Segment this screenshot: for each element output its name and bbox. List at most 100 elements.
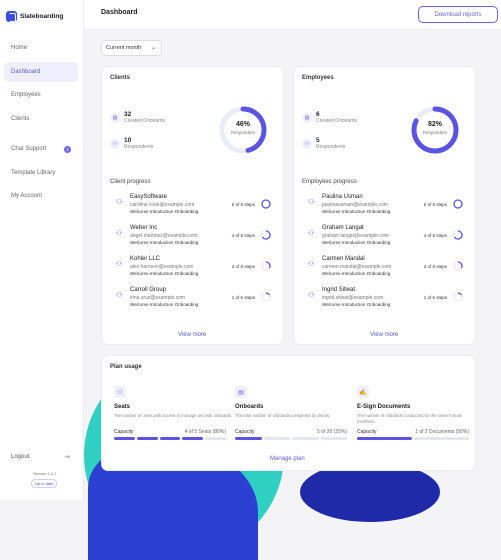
progress-row[interactable]: ⚇ EasySoftware caroline.cook@example.com We… bbox=[110, 193, 275, 223]
progress-row[interactable]: ⚇ Paulina Usman paulinausman@example.com We… bbox=[302, 193, 467, 223]
period-select-value: Current month bbox=[106, 45, 142, 51]
logout-icon[interactable]: ⇥ bbox=[64, 454, 70, 461]
stat-label: Created Onboards bbox=[124, 118, 166, 124]
row-workflow: Welcome Introduction Onboarding bbox=[130, 240, 199, 245]
row-email: angel.martinez@example.com bbox=[130, 233, 198, 239]
row-workflow: Welcome Introduction Onboarding bbox=[322, 302, 391, 307]
capacity-value: 5 of 20 (25%) bbox=[316, 429, 347, 435]
step-progress-ring-icon bbox=[453, 230, 463, 240]
clients-card: Clients ▤ 32 Created Onboards ⚇ 10 Respond… bbox=[101, 66, 284, 345]
user-icon: ⚇ bbox=[308, 199, 315, 206]
sidebar-item-dashboard[interactable]: Dashboard bbox=[4, 61, 78, 82]
plan-item-description: The number of users with access to manag… bbox=[114, 413, 233, 418]
clients-respondents-stat: ⚇ 10 Respondents bbox=[110, 137, 153, 150]
row-steps: 4 of 6 steps bbox=[423, 233, 447, 238]
sidebar-item-label: Home bbox=[11, 45, 28, 51]
progress-row[interactable]: ⚇ Graham Langat graham.langat@example.com W… bbox=[302, 224, 467, 254]
row-steps: 4 of 6 steps bbox=[231, 233, 255, 238]
capacity-label: Capacity bbox=[357, 429, 377, 435]
row-name: EasySoftware bbox=[130, 194, 168, 200]
capacity-segment bbox=[182, 437, 204, 440]
row-email: carmen.mandal@example.com bbox=[322, 264, 392, 270]
progress-row[interactable]: ⚇ Kohler LLC alex.harrison@example.com Welc… bbox=[110, 255, 275, 285]
chat-badge: 2 bbox=[64, 145, 71, 153]
row-steps: 2 of 6 steps bbox=[231, 264, 255, 269]
capacity-row: Capacity 4 of 5 Seats (80%) bbox=[114, 429, 226, 435]
row-name: Graham Langat bbox=[322, 225, 364, 231]
capacity-segment bbox=[114, 437, 135, 440]
user-icon: ⚇ bbox=[116, 199, 123, 206]
donut-label: Responders bbox=[230, 130, 256, 135]
user-icon: ⚇ bbox=[308, 292, 315, 299]
row-email: caroline.cook@example.com bbox=[130, 202, 195, 208]
clients-view-more-link[interactable]: View more bbox=[178, 332, 207, 338]
capacity-label: Capacity bbox=[114, 429, 134, 435]
donut-percent: 82% bbox=[427, 121, 442, 128]
row-steps: 6 of 6 steps bbox=[231, 202, 255, 207]
capacity-segment bbox=[320, 437, 347, 440]
stat-label: Respondents bbox=[124, 144, 154, 150]
logout-link[interactable]: Logout bbox=[11, 454, 30, 460]
sidebar-item-home[interactable]: Home bbox=[4, 38, 78, 58]
clients-donut: 46% Responders bbox=[218, 105, 268, 155]
brand[interactable]: Slateboarding bbox=[6, 11, 63, 22]
user-icon: ⚇ bbox=[116, 292, 123, 299]
signature-icon: ✍ bbox=[357, 386, 369, 398]
row-name: Carmen Mandal bbox=[322, 256, 365, 262]
row-email: alex.harrison@example.com bbox=[130, 264, 194, 270]
plan-item-title: Seats bbox=[114, 404, 131, 410]
capacity-bar bbox=[114, 437, 226, 440]
period-select[interactable]: Current month ⌄ bbox=[101, 40, 162, 56]
sidebar-item-template-library[interactable]: Template Library bbox=[4, 163, 78, 183]
capacity-label: Capacity bbox=[235, 429, 255, 435]
capacity-value: 1 of 2 Documents (50%) bbox=[415, 429, 469, 435]
download-reports-button[interactable]: Download reports bbox=[418, 6, 498, 23]
sidebar-item-chat-support[interactable]: Chat Support 2 bbox=[4, 139, 78, 159]
clients-card-title: Clients bbox=[110, 75, 131, 81]
sidebar: Slateboarding Home Dashboard Employees C… bbox=[0, 0, 84, 500]
manage-plan-link[interactable]: Manage plan bbox=[270, 456, 305, 462]
sidebar-item-label: Template Library bbox=[11, 169, 56, 176]
row-workflow: Welcome Introduction Onboarding bbox=[130, 209, 199, 214]
row-workflow: Welcome Introduction Onboarding bbox=[322, 240, 391, 245]
sidebar-item-my-account[interactable]: My Account bbox=[4, 186, 78, 206]
capacity-row: Capacity 1 of 2 Documents (50%) bbox=[357, 429, 469, 435]
sidebar-item-label: Chat Support bbox=[11, 146, 47, 152]
row-steps: 2 of 6 steps bbox=[423, 264, 447, 269]
progress-row[interactable]: ⚇ Carroll Group irina.cruz@example.com Welc… bbox=[110, 286, 275, 316]
sidebar-item-label: My Account bbox=[11, 193, 43, 199]
progress-row[interactable]: ⚇ Carmen Mandal carmen.mandal@example.com W… bbox=[302, 255, 467, 285]
stat-label: Created Onboards bbox=[316, 118, 358, 124]
sidebar-item-employees[interactable]: Employees bbox=[4, 85, 78, 105]
clients-onboards-stat: ▤ 32 Created Onboards bbox=[110, 111, 165, 124]
plan-item-description: The number of onboards conducted for the… bbox=[357, 413, 463, 424]
users-icon: ⚇ bbox=[302, 139, 312, 149]
progress-row[interactable]: ⚇ Ingrid Sitwat ingrid.sitwat@example.com W… bbox=[302, 286, 467, 316]
user-icon: ⚇ bbox=[308, 230, 315, 237]
logo-icon bbox=[6, 11, 17, 22]
progress-row[interactable]: ⚇ Weber Inc angel.martinez@example.com Welc… bbox=[110, 224, 275, 254]
capacity-segment bbox=[414, 437, 469, 440]
row-name: Paulina Usman bbox=[322, 194, 363, 200]
sidebar-item-clients[interactable]: Clients bbox=[4, 109, 78, 129]
row-workflow: Welcome Introduction Onboarding bbox=[322, 271, 391, 276]
row-email: graham.langat@example.com bbox=[322, 233, 389, 239]
capacity-bar bbox=[357, 437, 469, 440]
capacity-value: 4 of 5 Seats (80%) bbox=[184, 429, 226, 435]
stat-label: Respondents bbox=[316, 144, 346, 150]
document-icon: ▤ bbox=[110, 113, 120, 123]
stat-number: 5 bbox=[316, 137, 320, 144]
row-name: Carroll Group bbox=[130, 287, 167, 293]
stat-number: 6 bbox=[316, 111, 320, 118]
row-name: Ingrid Sitwat bbox=[322, 287, 356, 293]
row-steps: 1 of 6 steps bbox=[231, 295, 255, 300]
employees-view-more-link[interactable]: View more bbox=[370, 332, 399, 338]
sidebar-item-label: Employees bbox=[11, 92, 41, 98]
donut-label: Responders bbox=[422, 130, 448, 135]
seats-icon: ⚇ bbox=[114, 386, 126, 398]
row-steps: 1 of 6 steps bbox=[423, 295, 447, 300]
client-progress-title: Client progress bbox=[110, 179, 151, 185]
capacity-row: Capacity 5 of 20 (25%) bbox=[235, 429, 347, 435]
decor-navy-blob bbox=[300, 462, 440, 522]
plan-item-description: The total number of onboards completed b… bbox=[235, 413, 331, 418]
